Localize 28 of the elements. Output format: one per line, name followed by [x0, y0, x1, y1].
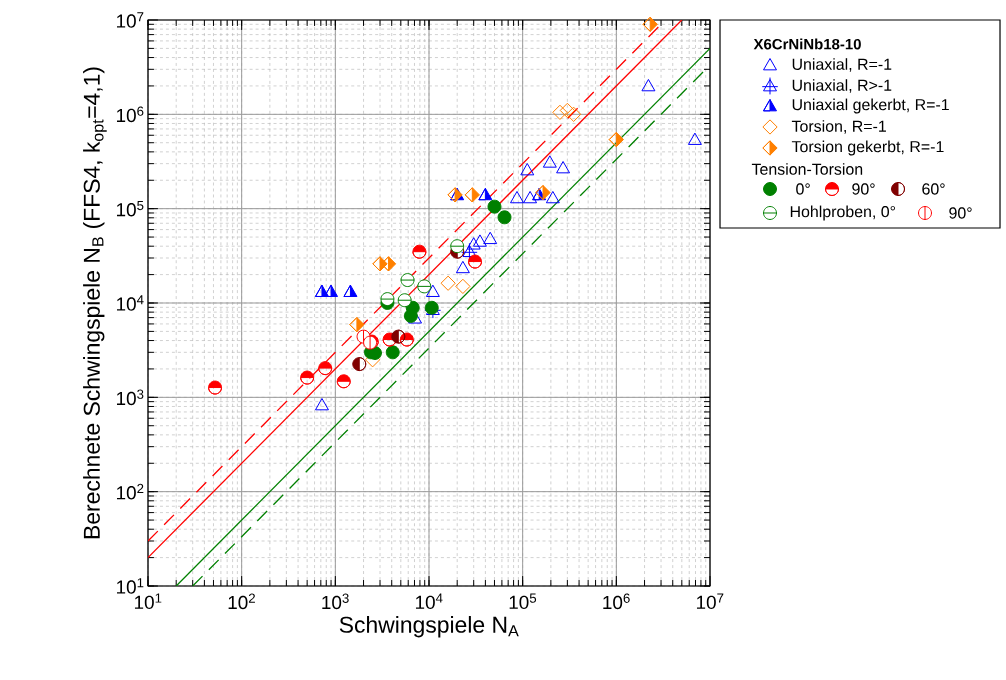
legend-label: Uniaxial, R=-1: [792, 58, 892, 72]
x-tick-label: 10$^{1}$: [134, 593, 162, 610]
legend-label: Torsion, R=-1: [791, 120, 886, 134]
legend-label: 90°: [852, 183, 875, 195]
x-tick-label: 10$^{6}$: [603, 593, 630, 610]
legend-label: Uniaxial gekerbt, R=-1: [792, 98, 949, 114]
y-tick-label: 10$^{1}$: [117, 578, 144, 594]
legend-label: 60°: [922, 183, 945, 195]
y-tick-label: 10$^{2}$: [117, 483, 144, 500]
x-tick-label: 10$^{5}$: [509, 593, 537, 610]
y-axis-title: Berechnete Schwingspiele N$_{B}$ (FFS4, k$_{opt}$=4,1): [83, 67, 107, 539]
y-tick-label: 10$^{6}$: [117, 106, 144, 123]
x-tick-label: 10$^{4}$: [415, 593, 443, 610]
y-tick-label: 10$^{5}$: [117, 200, 144, 217]
y-tick-label: 10$^{3}$: [117, 389, 144, 406]
legend-label: Torsion gekerbt, R=-1: [791, 140, 944, 156]
legend-label: Uniaxial, R>-1: [792, 79, 892, 93]
legend-title: X6CrNiNb18-10: [753, 38, 861, 50]
legend-label: 90°: [949, 207, 972, 219]
y-tick-label: 10$^{4}$: [117, 295, 144, 311]
legend-label: Hohlproben, 0°: [790, 205, 896, 221]
legend-label: 0°: [796, 183, 810, 195]
y-tick-label: 10$^{7}$: [117, 12, 144, 28]
x-axis-title: Schwingspiele N$_{A}$: [339, 616, 519, 638]
x-tick-label: 10$^{7}$: [696, 593, 724, 610]
x-tick-label: 10$^{3}$: [322, 593, 349, 610]
text: Tension-Torsion: [751, 163, 863, 175]
x-tick-label: 10$^{2}$: [228, 593, 255, 610]
